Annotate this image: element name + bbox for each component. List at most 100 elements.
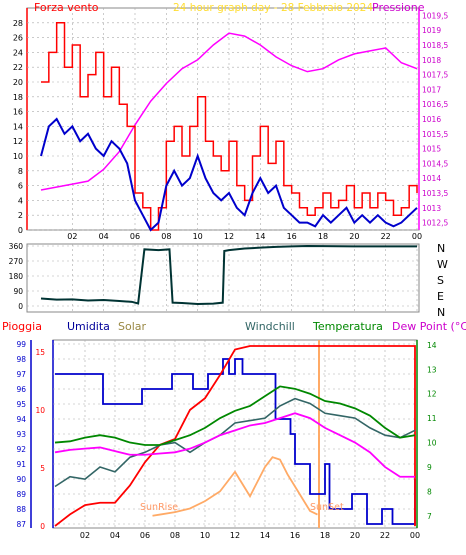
- compass-label: N: [437, 242, 445, 255]
- humidity-tick-label: 89: [16, 490, 26, 499]
- compass-label: W: [437, 258, 448, 271]
- wind-axis-label: Forza vento: [34, 1, 99, 14]
- legend-windchill: Windchill: [245, 320, 295, 333]
- wind-tick-label: 4: [18, 196, 23, 205]
- temperature-tick-label: 12: [427, 390, 437, 399]
- legend-solar: Solar: [118, 320, 147, 333]
- legend-rain: Pioggia: [2, 320, 42, 333]
- wind-tick-label: 18: [13, 93, 23, 102]
- solar-series-line: [152, 456, 318, 517]
- pressure-tick-label: 1018: [422, 56, 441, 65]
- compass-label: N: [437, 306, 445, 319]
- chart-title: 24 hour graph day - 28 Febbraio 2024: [173, 2, 373, 14]
- x-tick-label: 06: [140, 531, 150, 540]
- x-tick-label: 00: [412, 232, 422, 241]
- x-tick-label: 18: [318, 232, 328, 241]
- wind-tick-label: 2: [18, 211, 23, 220]
- pressure-tick-label: 1013: [422, 204, 441, 213]
- pressure-tick-label: 1017,5: [422, 71, 448, 80]
- humidity-tick-label: 96: [16, 385, 26, 394]
- wind-tick-label: 20: [13, 78, 23, 87]
- compass-label: E: [437, 290, 444, 303]
- humidity-tick-label: 98: [16, 355, 26, 364]
- temperature-tick-label: 13: [427, 365, 437, 374]
- direction-tick-label: 180: [9, 272, 24, 281]
- wind-tick-label: 24: [13, 48, 23, 57]
- wind-tick-label: 22: [13, 63, 23, 72]
- x-tick-label: 22: [381, 232, 391, 241]
- x-tick-label: 02: [67, 232, 77, 241]
- wind-series-line: [40, 117, 418, 232]
- x-tick-label: 08: [161, 232, 171, 241]
- wind-panel-frame: [26, 7, 420, 231]
- humidity-tick-label: 94: [16, 415, 26, 424]
- pressure-tick-label: 1015: [422, 145, 441, 154]
- humidity-tick-label: 87: [16, 520, 26, 529]
- wind-tick-label: 0: [18, 226, 23, 235]
- pressure-tick-label: 1015,5: [422, 130, 448, 139]
- temperature-tick-label: 10: [427, 439, 437, 448]
- wind-tick-label: 10: [13, 152, 23, 161]
- x-tick-label: 06: [130, 232, 140, 241]
- wind-tick-label: 8: [18, 167, 23, 176]
- windchill-series-line: [54, 397, 416, 488]
- legend-humidity: Umidita: [67, 320, 110, 333]
- pressure-axis-label: Pressione: [372, 1, 425, 14]
- humidity-tick-label: 97: [16, 370, 26, 379]
- pressure-tick-label: 1013,5: [422, 189, 448, 198]
- temperature-tick-label: 11: [427, 414, 437, 423]
- wind-tick-label: 14: [13, 122, 23, 131]
- humidity-tick-label: 90: [16, 475, 26, 484]
- pressure-series-line: [40, 32, 418, 191]
- wind-tick-label: 28: [13, 19, 23, 28]
- wind-tick-label: 6: [18, 182, 23, 191]
- pressure-tick-label: 1016: [422, 115, 441, 124]
- x-tick-label: 12: [224, 232, 234, 241]
- x-tick-label: 04: [99, 232, 109, 241]
- dewpoint-series-line: [54, 412, 415, 478]
- x-tick-label: 16: [287, 232, 297, 241]
- x-tick-label: 10: [200, 531, 210, 540]
- sunrise-annotation: SunRise: [140, 502, 178, 513]
- rain-tick-label: 5: [40, 464, 45, 473]
- temperature-tick-label: 8: [427, 487, 432, 496]
- wind-tick-label: 12: [13, 137, 23, 146]
- legend-temperature: Temperatura: [312, 320, 383, 333]
- x-tick-label: 18: [320, 531, 330, 540]
- temperature-tick-label: 7: [427, 512, 432, 521]
- gust-series-line: [41, 22, 418, 231]
- temperature-series-line: [54, 385, 416, 446]
- x-tick-label: 22: [380, 531, 390, 540]
- x-tick-label: 02: [80, 531, 90, 540]
- x-tick-label: 20: [350, 531, 360, 540]
- pressure-tick-label: 1017: [422, 85, 441, 94]
- direction-tick-label: 90: [13, 287, 23, 296]
- direction-series-line: [40, 244, 417, 306]
- pressure-tick-label: 1014,5: [422, 159, 448, 168]
- humidity-tick-label: 99: [16, 340, 26, 349]
- x-tick-label: 16: [290, 531, 300, 540]
- x-tick-label: 10: [193, 232, 203, 241]
- temperature-tick-label: 9: [427, 463, 432, 472]
- x-tick-label: 14: [255, 232, 265, 241]
- humidity-tick-label: 91: [16, 460, 26, 469]
- pressure-tick-label: 1014: [422, 174, 441, 183]
- humidity-tick-label: 93: [16, 430, 26, 439]
- compass-label: S: [437, 274, 444, 287]
- sunset-annotation: SunSet: [310, 502, 344, 513]
- rain-tick-label: 15: [35, 348, 45, 357]
- rain-tick-label: 0: [40, 522, 45, 531]
- humidity-tick-label: 95: [16, 400, 26, 409]
- wind-tick-label: 16: [13, 108, 23, 117]
- x-tick-label: 04: [110, 531, 120, 540]
- temperature-tick-label: 14: [427, 341, 437, 350]
- pressure-tick-label: 1019: [422, 26, 441, 35]
- wind-tick-label: 26: [13, 34, 23, 43]
- direction-tick-label: 0: [18, 302, 23, 311]
- legend-dewpoint: Dew Point (°C): [392, 320, 466, 333]
- x-tick-label: 12: [230, 531, 240, 540]
- x-tick-label: 14: [260, 531, 270, 540]
- humidity-tick-label: 88: [16, 505, 26, 514]
